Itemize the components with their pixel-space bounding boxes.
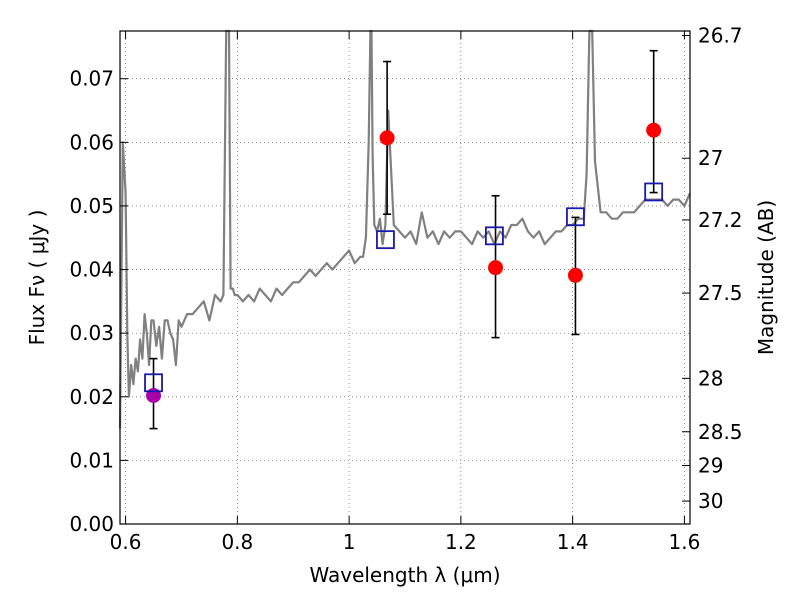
y-tick-label: 0.02: [69, 385, 114, 409]
right-tick-label: 26.7: [698, 23, 743, 47]
observed-data-point: [379, 130, 395, 146]
grid-lines: [120, 31, 690, 525]
observed-data-point: [488, 260, 504, 276]
x-tick-label: 0.8: [221, 530, 253, 554]
y-tick-label: 0.03: [69, 321, 114, 345]
observed-data-point: [646, 122, 662, 138]
x-tick-label: 1: [343, 530, 356, 554]
axis-ticks: 0.6 0.8 1 1.2 1.4 1.6 0.00 0.01 0.02 0.03 0.04 0.05…: [69, 23, 742, 554]
y-axis-label: Flux Fν ( μJy ): [25, 210, 49, 346]
right-tick-label: 30: [698, 489, 723, 513]
x-tick-label: 1.2: [445, 530, 477, 554]
right-tick-label: 27.2: [698, 208, 743, 232]
model-square-point: [644, 182, 664, 202]
right-axis-label: Magnitude (AB): [754, 200, 778, 355]
y-tick-label: 0.05: [69, 194, 114, 218]
y-tick-label: 0.04: [69, 258, 114, 282]
x-tick-label: 1.6: [669, 530, 701, 554]
right-tick-label: 29: [698, 453, 723, 477]
highlight-data-point: [146, 388, 162, 404]
x-tick-label: 0.6: [110, 530, 142, 554]
y-tick-label: 0.06: [69, 130, 114, 154]
model-square-point: [144, 373, 163, 393]
data-marks: [144, 49, 664, 430]
spectrum-layer: [118, 29, 692, 429]
x-tick-label: 1.4: [557, 530, 589, 554]
model-square-point: [376, 230, 395, 250]
model-square-point: [485, 226, 504, 246]
y-tick-label: 0.07: [69, 67, 114, 91]
y-tick-label: 0.01: [69, 448, 114, 472]
observed-data-point: [567, 267, 583, 283]
spectrum-line: [118, 29, 692, 429]
right-tick-label: 27.5: [698, 281, 743, 305]
right-tick-label: 27: [698, 146, 723, 170]
x-axis-label: Wavelength λ (μm): [309, 563, 500, 587]
model-square-point: [566, 207, 585, 227]
y-tick-label: 0.00: [69, 512, 114, 536]
plot-frame: [119, 30, 691, 525]
right-tick-label: 28.5: [698, 420, 743, 444]
right-tick-label: 28: [698, 366, 723, 390]
